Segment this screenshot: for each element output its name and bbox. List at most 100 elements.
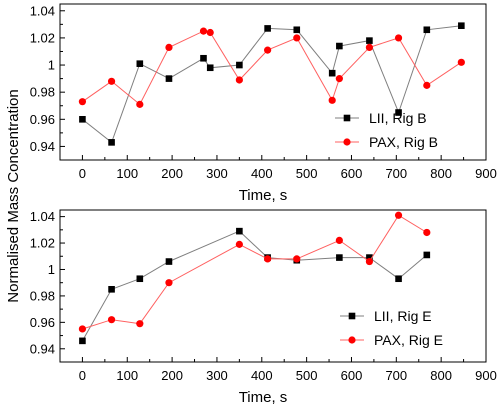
data-point-square — [79, 337, 86, 345]
series-line — [82, 30, 462, 106]
data-point-circle — [107, 77, 116, 85]
data-point-circle — [293, 34, 301, 42]
data-point-circle — [235, 76, 243, 84]
data-point-circle — [78, 98, 87, 106]
legend-label: LII, Rig B — [369, 110, 427, 126]
data-point-square — [79, 116, 86, 123]
series-pax — [78, 27, 465, 108]
y-tick-label: 0.94 — [30, 139, 55, 154]
data-point-square — [236, 227, 243, 235]
x-tick-label: 0 — [79, 166, 86, 181]
x-tick-label: 200 — [161, 166, 183, 181]
x-tick-label: 600 — [341, 368, 363, 383]
x-tick-label: 800 — [430, 368, 452, 383]
y-tick-label: 0.96 — [30, 112, 55, 127]
data-point-square — [206, 64, 214, 72]
x-tick-label: 600 — [341, 166, 363, 181]
data-point-circle — [423, 228, 431, 237]
data-point-circle — [235, 240, 243, 248]
data-point-circle — [165, 43, 173, 52]
y-tick-label: 1.02 — [30, 236, 55, 251]
data-point-square — [136, 275, 144, 283]
x-tick-label: 700 — [385, 368, 407, 383]
y-tick-label: 1 — [48, 58, 55, 73]
data-point-circle — [107, 316, 116, 324]
data-point-circle — [457, 58, 465, 66]
data-point-square — [236, 61, 243, 69]
data-point-circle — [335, 75, 343, 83]
series-pax — [78, 211, 431, 333]
legend: LII, Rig E PAX, Rig E — [340, 308, 443, 348]
series-lii — [79, 22, 465, 146]
x-tick-label: 700 — [385, 166, 407, 181]
series-lii — [79, 227, 431, 345]
data-point-circle — [264, 46, 272, 54]
y-tick-label: 0.96 — [30, 315, 55, 330]
x-tick-label: 400 — [251, 368, 273, 383]
data-point-square — [458, 22, 465, 30]
data-point-square — [165, 75, 173, 82]
data-point-circle — [365, 43, 374, 52]
y-tick-label: 0.94 — [30, 341, 55, 356]
data-point-circle — [78, 325, 87, 333]
legend-marker-circle — [343, 138, 351, 146]
data-point-square — [336, 254, 343, 261]
x-tick-label: 200 — [161, 368, 183, 383]
data-point-square — [108, 286, 115, 293]
x-axis-label: Time, s — [239, 187, 288, 204]
data-point-circle — [206, 28, 214, 37]
y-tick-label: 1.02 — [30, 30, 55, 45]
x-tick-label: 400 — [251, 166, 273, 181]
y-tick-label: 0.98 — [30, 288, 55, 303]
data-point-circle — [136, 100, 144, 108]
data-point-square — [264, 25, 271, 32]
chart-panel-top: 0 100 200 300 400 500 600 700 800 900 0.94 0.96 0.98… — [30, 3, 497, 204]
data-point-square — [165, 258, 173, 265]
x-tick-label: 100 — [116, 368, 138, 383]
data-point-square — [328, 69, 336, 77]
x-axis-label: Time, s — [239, 389, 288, 406]
x-tick-label: 900 — [475, 368, 497, 383]
x-tick-label: 500 — [296, 368, 318, 383]
x-tick-label: 800 — [430, 166, 452, 181]
legend-label: LII, Rig E — [374, 308, 432, 324]
data-point-square — [423, 251, 431, 259]
data-point-circle — [423, 81, 431, 89]
data-point-square — [136, 60, 144, 67]
data-point-circle — [199, 27, 208, 35]
data-point-circle — [165, 279, 173, 287]
data-point-circle — [264, 255, 272, 263]
x-tick-label: 0 — [79, 368, 86, 383]
legend-marker-square — [343, 114, 351, 122]
y-axis-label: Normalised Mass Concentration — [5, 89, 22, 302]
data-point-square — [366, 37, 373, 44]
data-point-circle — [394, 34, 403, 42]
legend-marker-circle — [348, 336, 356, 344]
series-line — [81, 230, 428, 342]
data-point-square — [108, 139, 115, 146]
data-point-square — [423, 26, 431, 34]
data-point-circle — [365, 257, 374, 266]
x-tick-label: 300 — [206, 368, 228, 383]
x-tick-label: 500 — [296, 166, 318, 181]
legend-label: PAX, Rig B — [369, 134, 438, 150]
legend-marker-square — [348, 312, 356, 320]
chart-panel-bottom: 0 100 200 300 400 500 600 700 800 900 0.94 0.96 0.98… — [30, 209, 497, 406]
y-tick-label: 1 — [48, 262, 55, 277]
data-point-circle — [328, 96, 336, 104]
legend-label: PAX, Rig E — [374, 332, 443, 348]
x-tick-label: 900 — [475, 166, 497, 181]
data-point-circle — [293, 255, 301, 263]
data-point-circle — [136, 320, 144, 328]
y-tick-label: 1.04 — [30, 209, 55, 224]
plot-frame — [59, 3, 487, 161]
y-tick-label: 1.04 — [30, 3, 55, 18]
data-point-square — [395, 275, 402, 283]
plot-frame — [59, 209, 487, 363]
data-point-circle — [335, 236, 343, 244]
data-point-square — [336, 42, 343, 50]
legend: LII, Rig B PAX, Rig B — [335, 110, 438, 150]
y-tick-label: 0.98 — [30, 85, 55, 100]
data-point-square — [395, 109, 402, 116]
